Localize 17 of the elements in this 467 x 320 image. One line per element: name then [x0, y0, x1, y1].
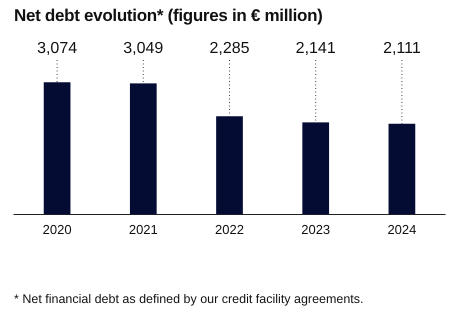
x-tick-label: 2020: [42, 222, 72, 237]
data-label: 2,111: [383, 40, 421, 57]
x-tick-label: 2022: [215, 222, 244, 237]
x-tick-label: 2021: [128, 222, 158, 237]
bar: [130, 83, 157, 214]
chart-title: Net debt evolution* (figures in € million): [14, 6, 323, 26]
bar: [302, 122, 330, 214]
x-tick-label: 2023: [301, 222, 330, 237]
data-label: 3,049: [123, 40, 164, 57]
data-label: 3,074: [37, 40, 78, 57]
bar: [216, 116, 243, 214]
data-label: 2,285: [209, 40, 250, 57]
bar: [388, 124, 416, 214]
text: * Net financial debt as defined by our credit facility agreements.: [14, 292, 364, 306]
x-tick-label: 2024: [387, 222, 416, 237]
data-label: 2,141: [296, 40, 336, 57]
bar: [44, 82, 70, 214]
